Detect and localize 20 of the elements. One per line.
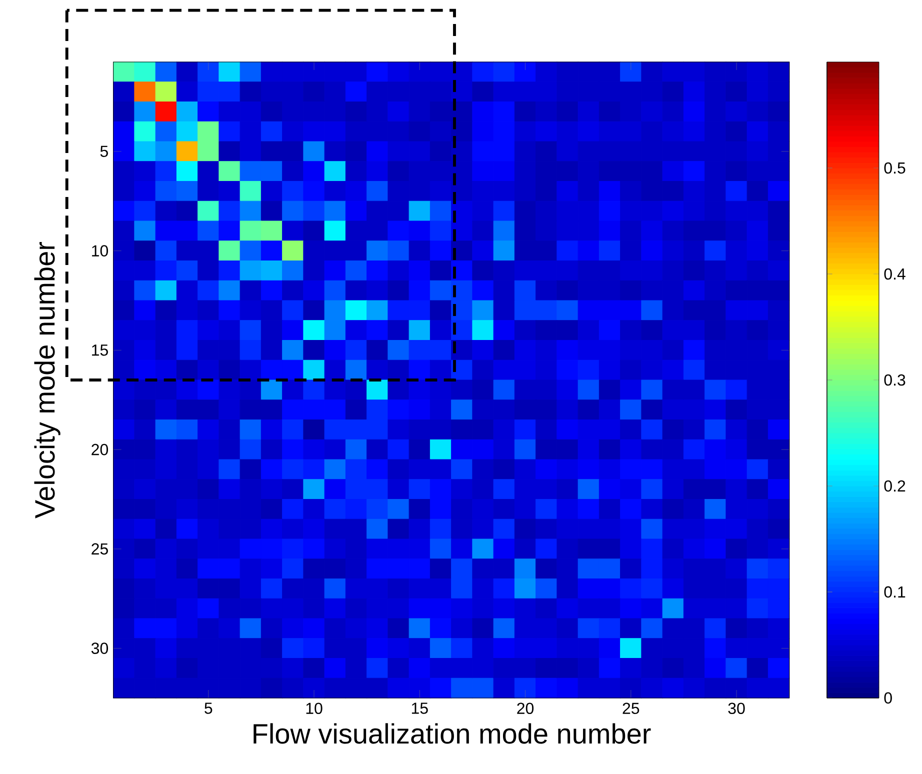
color-bar-label: 0.4 [884,268,906,280]
x-tick-label: 25 [622,702,640,714]
y-axis-title: Velocity mode number [34,242,60,518]
x-tick-label: 30 [728,702,745,714]
color-bar-label: 0.1 [884,586,906,598]
color-bar-label: 0.3 [884,374,906,386]
y-tick-label: 10 [92,245,108,256]
y-tick-label: 5 [100,146,108,158]
color-bar-label: 0.2 [884,480,906,492]
y-tick-label: 25 [92,543,108,555]
x-tick-label: 5 [204,702,212,714]
x-axis-title: Flow visualization mode number [254,723,651,744]
y-tick-label: 20 [92,444,108,456]
y-tick-label: 15 [92,344,108,356]
color-bar-label: 0 [884,692,892,704]
x-tick-label: 10 [306,702,322,714]
x-tick-label: 20 [517,702,534,714]
x-tick-label: 15 [412,702,428,714]
color-bar-label: 0.5 [884,162,906,174]
y-tick-label: 30 [91,642,108,654]
